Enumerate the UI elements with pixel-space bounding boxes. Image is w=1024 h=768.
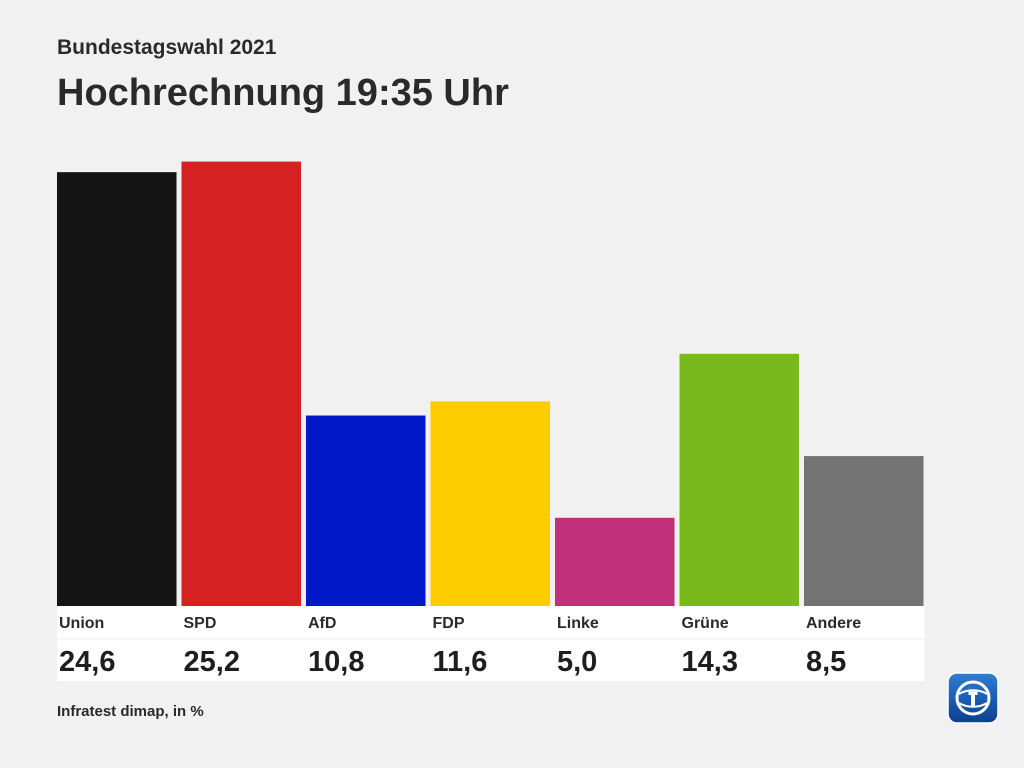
category-label: Andere [806, 615, 861, 632]
value-label: 5,0 [557, 646, 597, 678]
bar-grüne [679, 353, 799, 606]
category-label: Grüne [682, 615, 729, 632]
value-label: 10,8 [308, 646, 364, 678]
value-label: 25,2 [184, 646, 240, 678]
chart-subtitle: Bundestagswahl 2021 [57, 36, 277, 59]
category-label: SPD [184, 615, 217, 632]
value-label: 24,6 [59, 646, 115, 678]
bar-union [57, 172, 177, 607]
value-label: 8,5 [806, 646, 846, 678]
label-strip [57, 606, 925, 681]
category-label: FDP [433, 615, 465, 632]
source-note: Infratest dimap, in % [57, 703, 204, 720]
category-label: Linke [557, 615, 599, 632]
category-label: AfD [308, 615, 336, 632]
category-label: Union [59, 615, 104, 632]
bar-fdp [430, 401, 550, 606]
bar-andere [804, 456, 924, 606]
bar-linke [555, 517, 675, 606]
tagesschau-logo-icon[interactable] [947, 672, 999, 724]
bar-afd [306, 415, 426, 606]
value-label: 14,3 [682, 646, 738, 678]
bar-chart: Union 24,6 SPD 25,2 AfD 10,8 FDP 11,6 Linke 5,0 Gr… [57, 161, 925, 681]
chart-title: Hochrechnung 19:35 Uhr [57, 72, 509, 114]
bar-spd [181, 161, 301, 606]
value-label: 11,6 [433, 646, 488, 678]
